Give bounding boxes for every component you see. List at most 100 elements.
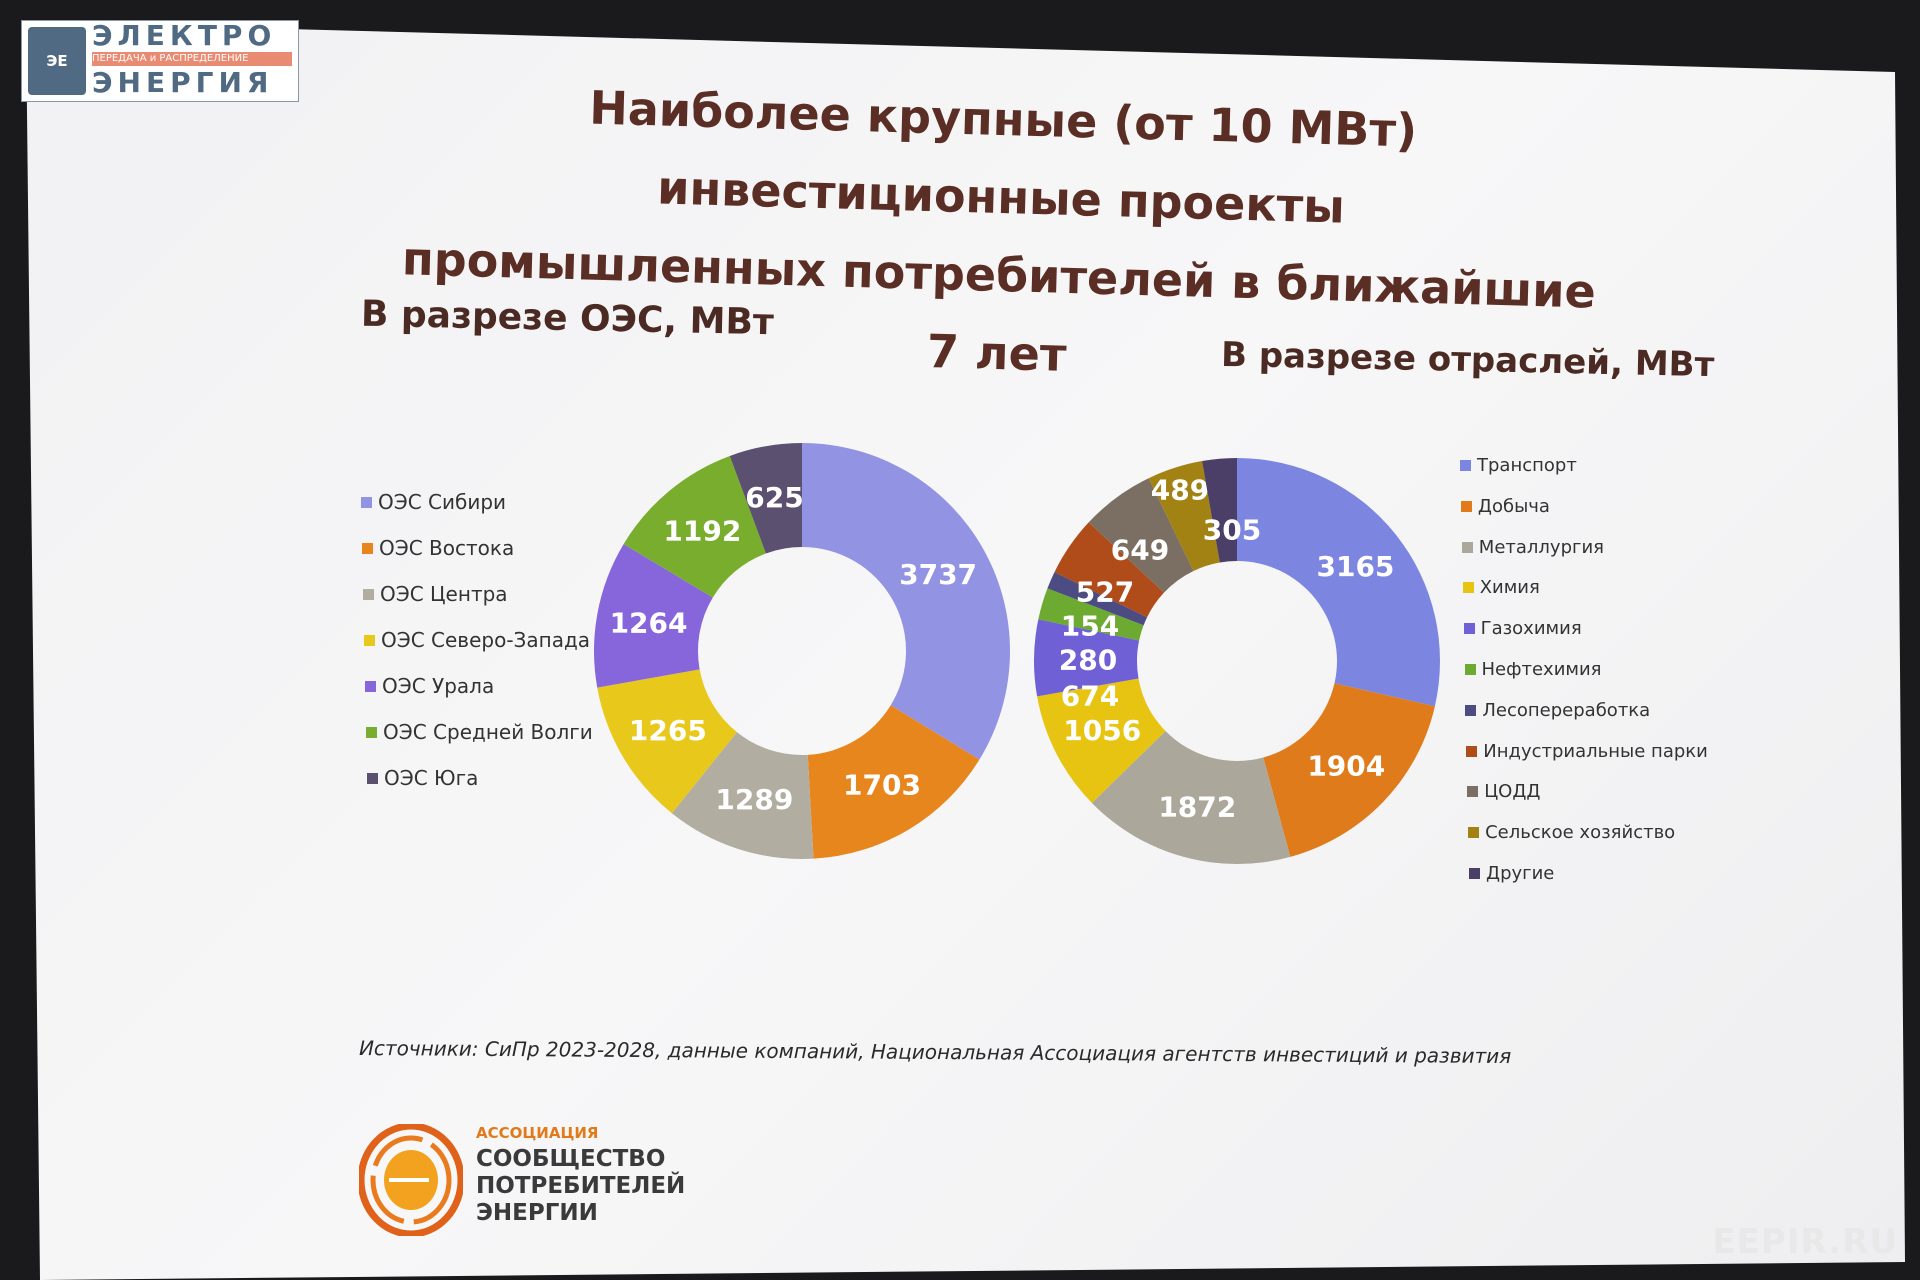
donut2-data-label: 1904 bbox=[1307, 749, 1385, 782]
legend-item: ОЭС Урала bbox=[365, 674, 494, 698]
legend-item: Нефтехимия bbox=[1464, 659, 1602, 680]
donut2-slice bbox=[1088, 478, 1194, 593]
donut1-data-label: 1289 bbox=[715, 783, 793, 816]
donut2-data-label: 3165 bbox=[1316, 550, 1394, 583]
assoc-logo-line1: СООБЩЕСТВО bbox=[476, 1146, 666, 1172]
legend-swatch bbox=[1468, 827, 1480, 839]
donut1-slice bbox=[623, 455, 766, 598]
legend-swatch bbox=[1460, 460, 1471, 471]
legend-item: Химия bbox=[1462, 577, 1540, 599]
legend-swatch bbox=[1461, 541, 1473, 553]
legend-label: ОЭС Центра bbox=[380, 582, 508, 606]
donut2-data-label: 674 bbox=[1061, 680, 1119, 713]
legend-label: Индустриальные парки bbox=[1483, 740, 1708, 762]
donut2-data-label: 649 bbox=[1111, 534, 1169, 567]
legend-label: Транспорт bbox=[1477, 455, 1577, 476]
legend-label: Химия bbox=[1479, 577, 1540, 599]
logo-text-1: ЭЛЕКТРО bbox=[92, 19, 277, 52]
donut1-slice bbox=[802, 443, 1010, 760]
watermark: EEPIR.RU bbox=[1712, 1222, 1898, 1262]
logo-mark: ЭЕ bbox=[28, 27, 86, 95]
donut1-data-label: 1192 bbox=[663, 514, 741, 547]
donut1-data-label: 1703 bbox=[843, 768, 921, 801]
donut2-slice bbox=[1054, 522, 1164, 618]
donut2-slice bbox=[1263, 683, 1435, 857]
legend-label: ОЭС Юга bbox=[384, 766, 479, 790]
legend-item: ОЭС Средней Волги bbox=[366, 720, 593, 744]
legend-label: Лесопереработка bbox=[1482, 699, 1651, 721]
legend-swatch bbox=[1460, 500, 1472, 512]
legend-swatch bbox=[1462, 582, 1474, 594]
legend-swatch bbox=[1466, 745, 1478, 757]
legend-label: ОЭС Сибири bbox=[378, 490, 507, 514]
donut2-slice bbox=[1237, 458, 1440, 707]
legend-swatch bbox=[362, 542, 373, 554]
assoc-logo-line2: ПОТРЕБИТЕЛЕЙ bbox=[476, 1173, 686, 1199]
legend-item: Индустриальные парки bbox=[1466, 741, 1708, 762]
legend-label: Сельское хозяйство bbox=[1485, 822, 1676, 844]
legend-item: ЦОДД bbox=[1467, 781, 1540, 802]
donut2-slice bbox=[1037, 678, 1166, 803]
legend-item: ОЭС Северо-Запада bbox=[364, 628, 590, 652]
donut1-data-label: 625 bbox=[745, 481, 803, 514]
legend-item: Транспорт bbox=[1460, 455, 1577, 476]
legend-swatch bbox=[1469, 868, 1480, 879]
donut2-slice bbox=[1034, 619, 1140, 697]
legend-item: Лесопереработка bbox=[1465, 700, 1650, 721]
donut1-slice bbox=[597, 669, 737, 814]
legend-item: ОЭС Востока bbox=[362, 536, 514, 560]
legend-item: ОЭС Сибири bbox=[361, 490, 506, 514]
donut2-data-label: 489 bbox=[1151, 474, 1209, 507]
electroenergy-logo: ЭЕ ЭЛЕКТРО ПЕРЕДАЧА и РАСПРЕДЕЛЕНИЕ ЭНЕР… bbox=[21, 20, 299, 102]
donut2-slice bbox=[1038, 588, 1144, 641]
legend-item: Добыча bbox=[1460, 495, 1550, 517]
donut1-data-label: 3737 bbox=[899, 558, 977, 591]
legend-label: Металлургия bbox=[1478, 536, 1604, 558]
donut2-data-label: 527 bbox=[1076, 576, 1134, 609]
legend-swatch bbox=[364, 634, 375, 646]
logo-text-3: ЭНЕРГИЯ bbox=[92, 66, 274, 99]
logo-text-2: ПЕРЕДАЧА и РАСПРЕДЕЛЕНИЕ bbox=[92, 52, 292, 66]
donut2-slice bbox=[1148, 461, 1220, 571]
legend-label: ЦОДД bbox=[1484, 781, 1541, 803]
donut1-slice bbox=[594, 544, 713, 688]
legend-label: Другие bbox=[1486, 863, 1555, 884]
legend-swatch bbox=[365, 680, 376, 692]
assoc-logo-mark bbox=[357, 1122, 465, 1240]
legend-swatch bbox=[363, 588, 374, 600]
legend-swatch bbox=[1465, 704, 1477, 716]
legend-label: Нефтехимия bbox=[1481, 659, 1602, 680]
legend-label: Добыча bbox=[1477, 495, 1550, 517]
donut2-slice bbox=[1202, 458, 1237, 563]
donut1-slice bbox=[807, 705, 980, 859]
legend-label: Газохимия bbox=[1480, 618, 1582, 640]
legend-label: ОЭС Урала bbox=[382, 674, 495, 698]
donut2-data-label: 280 bbox=[1059, 644, 1117, 677]
legend-swatch bbox=[361, 496, 372, 508]
donut2-slice bbox=[1047, 572, 1148, 626]
assoc-logo: АССОЦИАЦИЯ СООБЩЕСТВО ПОТРЕБИТЕЛЕЙ ЭНЕРГ… bbox=[476, 1124, 685, 1227]
legend-item: Металлургия bbox=[1461, 536, 1604, 558]
legend-item: ОЭС Центра bbox=[363, 582, 508, 606]
donut2-data-label: 305 bbox=[1203, 514, 1261, 547]
legend-swatch bbox=[366, 726, 377, 738]
donut2-data-label: 1056 bbox=[1063, 714, 1141, 747]
donut1-slice bbox=[729, 443, 802, 554]
legend-item: Сельское хозяйство bbox=[1468, 822, 1675, 843]
legend-label: ОЭС Средней Волги bbox=[383, 720, 593, 744]
donut2-slice bbox=[1091, 730, 1291, 864]
legend-label: ОЭС Востока bbox=[379, 536, 515, 560]
donut1-data-label: 1265 bbox=[629, 714, 707, 747]
assoc-logo-line3: ЭНЕРГИИ bbox=[476, 1200, 598, 1226]
donut2-data-label: 154 bbox=[1061, 610, 1119, 643]
donut1-data-label: 1264 bbox=[610, 606, 688, 639]
legend-item: Газохимия bbox=[1463, 618, 1582, 640]
legend-swatch bbox=[1463, 623, 1475, 635]
assoc-logo-line0: АССОЦИАЦИЯ bbox=[476, 1124, 599, 1142]
legend-item: ОЭС Юга bbox=[367, 766, 478, 790]
legend-swatch bbox=[1467, 786, 1479, 798]
legend-swatch bbox=[1464, 664, 1476, 675]
legend-item: Другие bbox=[1469, 863, 1554, 884]
donut2-data-label: 1872 bbox=[1158, 791, 1236, 824]
